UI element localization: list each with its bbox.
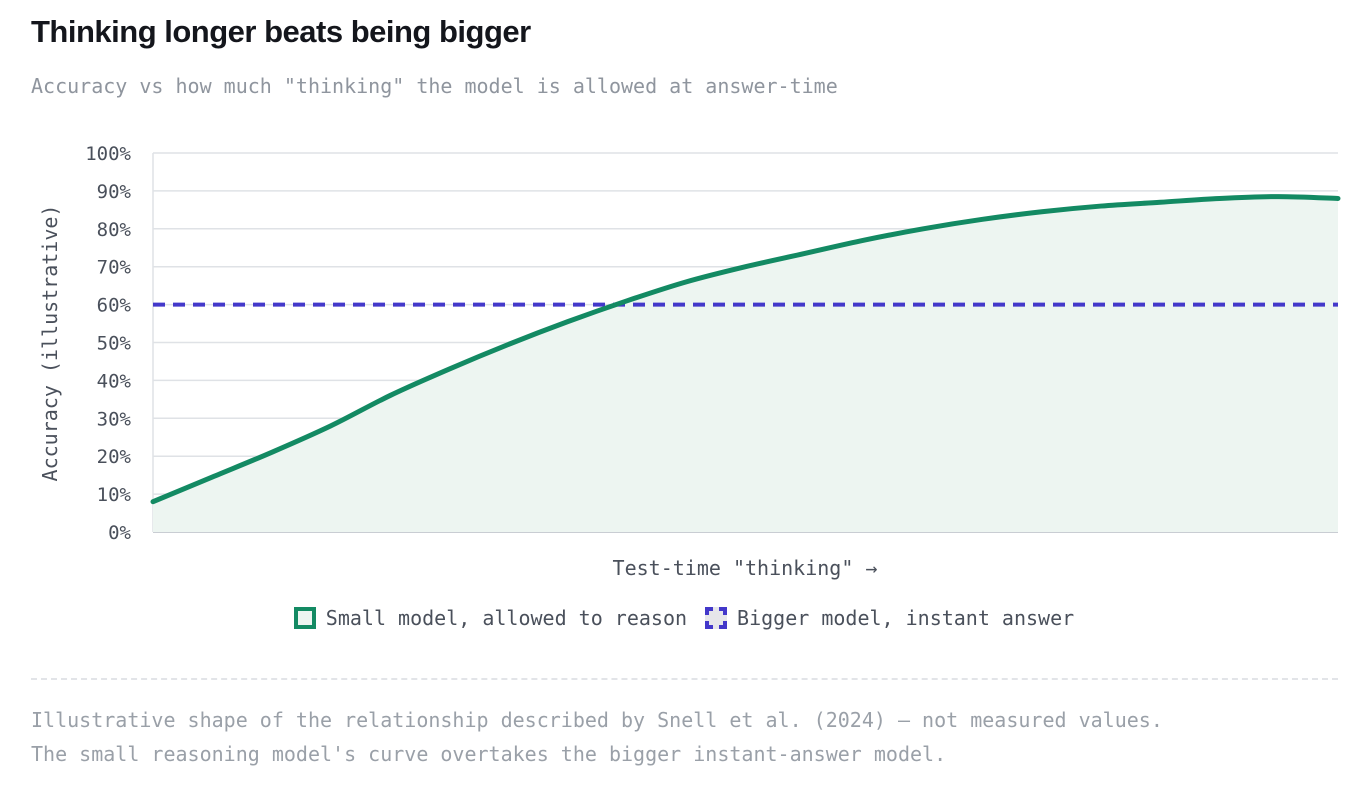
legend-label-small-model: Small model, allowed to reason [325, 606, 688, 630]
footnote-line-1: Illustrative shape of the relationship d… [31, 708, 1163, 732]
legend-item-small-model[interactable]: Small model, allowed to reason [293, 606, 688, 630]
legend-swatch-dashed [705, 607, 728, 629]
chart-title: Thinking longer beats being bigger [31, 14, 531, 49]
y-tick-label: 70% [97, 257, 132, 279]
y-tick-label: 100% [85, 143, 131, 165]
area-layer [153, 196, 1338, 532]
legend-label-bigger-model: Bigger model, instant answer [737, 606, 1075, 630]
chart-canvas: 0% 10% 20% 30% 40% 50% 60% 70% 80% 90% 100% Accura… [38, 143, 1341, 580]
chart-subtitle: Accuracy vs how much "thinking" the mode… [31, 74, 838, 98]
y-tick-label: 10% [97, 484, 132, 506]
series-layer [150, 194, 1341, 505]
small-model-line [150, 194, 1341, 505]
y-tick-label: 20% [97, 446, 132, 468]
footnote-divider [31, 678, 1338, 680]
y-tick-label: 50% [97, 333, 132, 355]
y-tick-label: 80% [97, 219, 132, 241]
legend: Small model, allowed to reason Bigger mo… [0, 606, 1368, 630]
y-tick-labels: 0% 10% 20% 30% 40% 50% 60% 70% 80% 90% 100% [85, 143, 131, 544]
y-tick-label: 0% [108, 522, 131, 544]
legend-swatch-solid [293, 607, 316, 629]
y-tick-label: 40% [97, 370, 132, 392]
y-tick-label: 60% [97, 295, 132, 317]
y-axis-label: Accuracy (illustrative) [38, 205, 62, 482]
y-tick-label: 90% [97, 181, 132, 203]
footnote-line-2: The small reasoning model's curve overta… [31, 742, 947, 766]
x-axis-label: Test-time "thinking" → [613, 556, 878, 580]
footnote: Illustrative shape of the relationship d… [31, 703, 1163, 771]
legend-item-bigger-model[interactable]: Bigger model, instant answer [705, 606, 1074, 630]
small-model-area [153, 196, 1338, 532]
y-tick-label: 30% [97, 408, 132, 430]
